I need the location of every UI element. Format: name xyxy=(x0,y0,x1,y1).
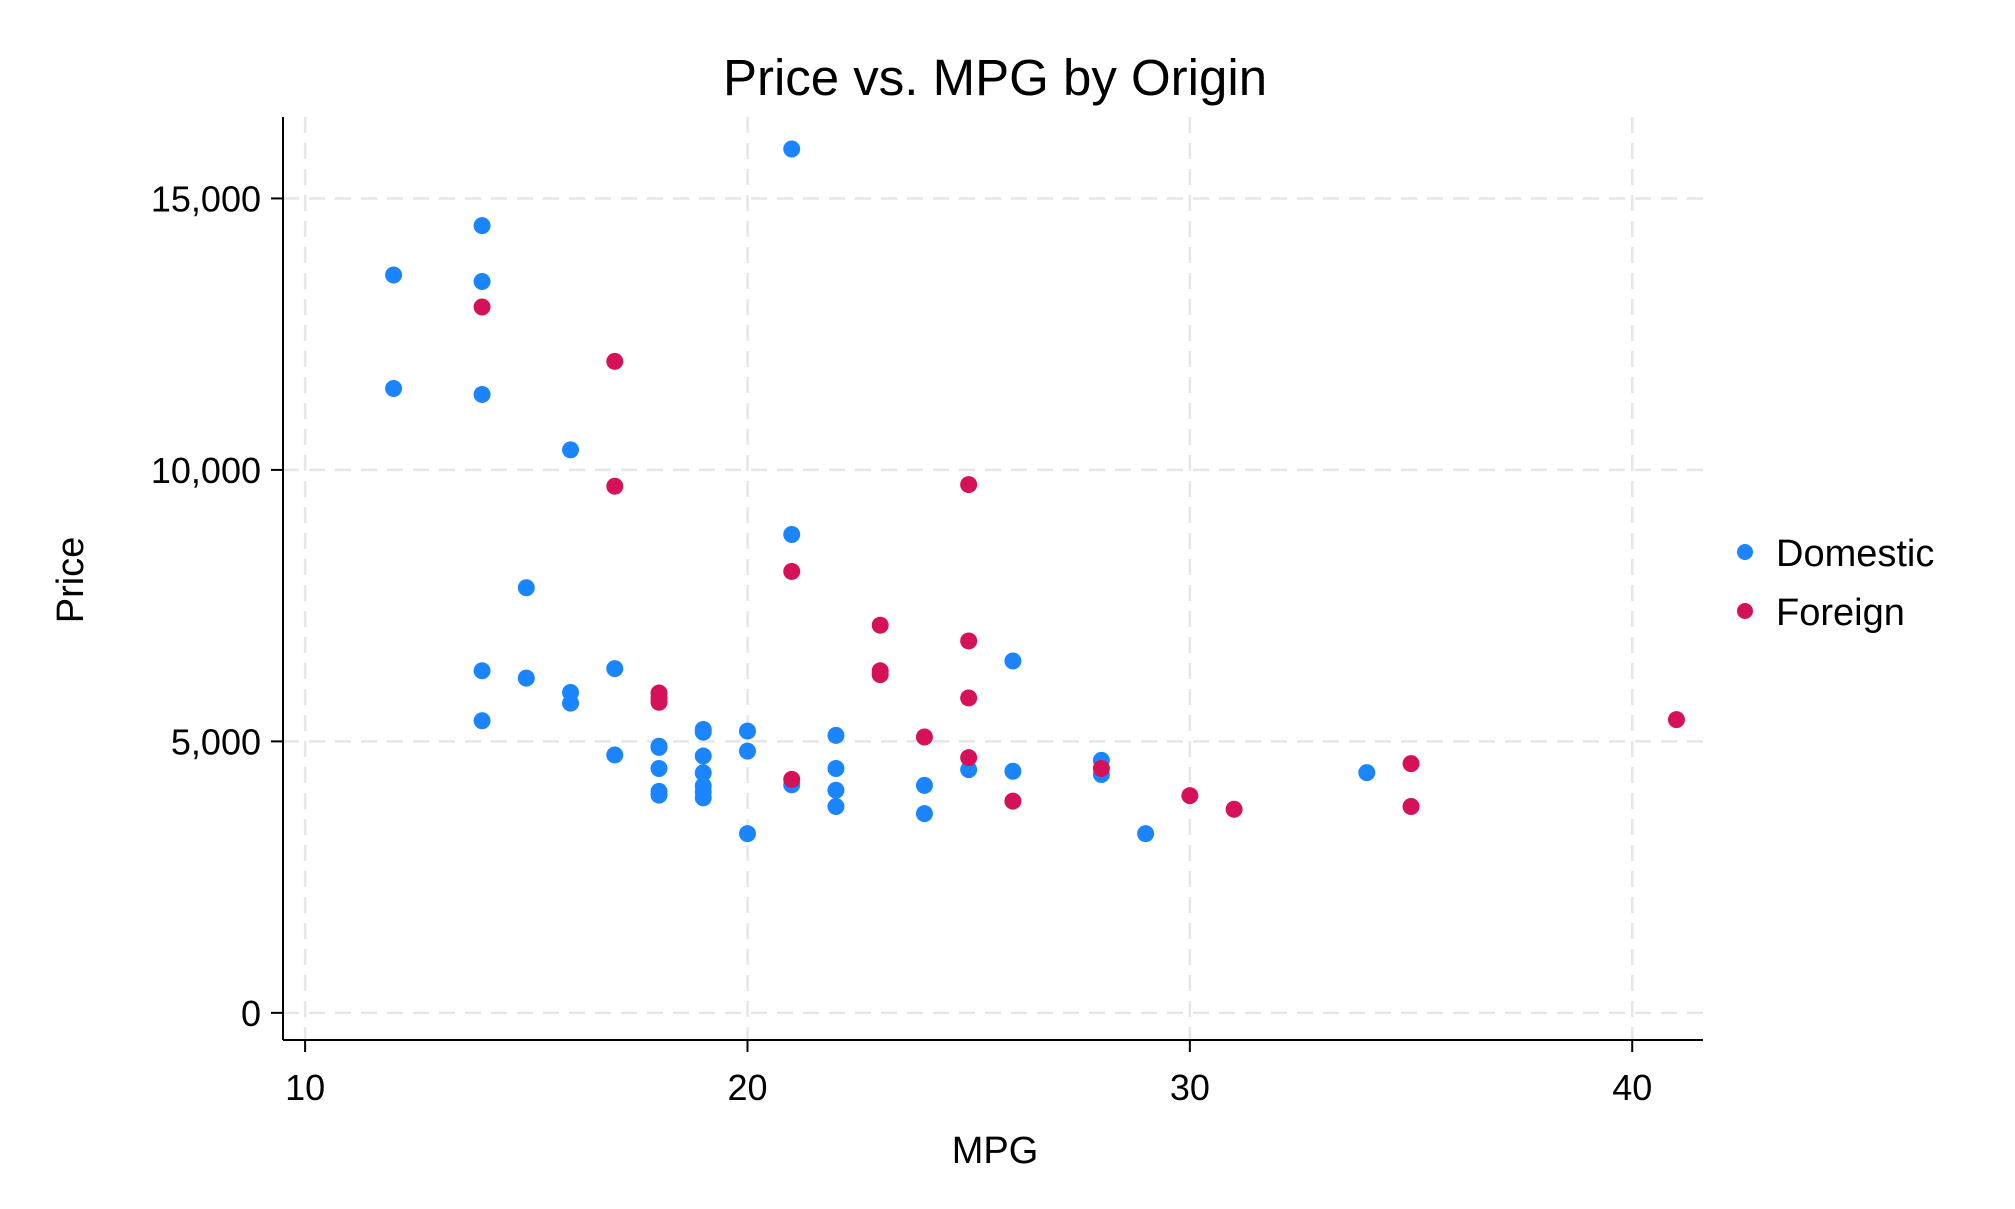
data-point-domestic xyxy=(517,669,535,687)
y-tick-label: 5,000 xyxy=(171,721,261,762)
data-point-domestic xyxy=(827,726,845,744)
data-points xyxy=(385,140,1685,843)
data-point-domestic xyxy=(517,579,535,597)
data-point-domestic xyxy=(650,738,668,756)
data-point-foreign xyxy=(871,616,889,634)
data-point-domestic xyxy=(1137,825,1155,843)
data-point-domestic xyxy=(960,761,978,779)
data-point-foreign xyxy=(1667,711,1685,729)
data-point-domestic xyxy=(915,776,933,794)
data-point-foreign xyxy=(473,298,491,316)
axis-ticks: 10 20 30 40 0 5,000 10,000 15,000 xyxy=(151,178,1652,1108)
data-point-domestic xyxy=(694,764,712,782)
gridlines xyxy=(283,117,1703,1040)
data-point-domestic xyxy=(783,526,801,544)
data-point-domestic xyxy=(1004,652,1022,670)
data-point-domestic xyxy=(738,742,756,760)
data-point-foreign xyxy=(783,562,801,580)
data-point-foreign xyxy=(960,749,978,767)
data-point-foreign xyxy=(650,693,668,711)
data-point-foreign xyxy=(1402,798,1420,816)
legend-label-domestic: Domestic xyxy=(1776,533,1934,575)
data-point-domestic xyxy=(827,760,845,778)
data-point-domestic xyxy=(385,379,403,397)
data-point-foreign xyxy=(960,476,978,494)
chart-title: Price vs. MPG by Origin xyxy=(723,49,1267,106)
data-point-domestic xyxy=(783,140,801,158)
data-point-foreign xyxy=(606,477,624,495)
data-point-foreign xyxy=(871,666,889,684)
legend: Domestic Foreign xyxy=(1737,533,1934,634)
data-point-domestic xyxy=(827,798,845,816)
y-tick-label: 10,000 xyxy=(151,450,261,491)
data-point-domestic xyxy=(562,694,580,712)
data-point-domestic xyxy=(385,266,403,284)
data-point-foreign xyxy=(1402,755,1420,773)
data-point-foreign xyxy=(783,770,801,788)
data-point-domestic xyxy=(738,722,756,740)
data-point-domestic xyxy=(915,805,933,823)
data-point-domestic xyxy=(562,441,580,459)
y-axis-title: Price xyxy=(50,537,92,624)
data-point-foreign xyxy=(1181,787,1199,805)
data-point-domestic xyxy=(606,746,624,764)
data-point-foreign xyxy=(1004,792,1022,810)
data-point-domestic xyxy=(473,217,491,235)
data-point-domestic xyxy=(1358,764,1376,782)
data-point-domestic xyxy=(694,789,712,807)
series-foreign xyxy=(473,298,1685,818)
data-point-domestic xyxy=(827,781,845,799)
legend-label-foreign: Foreign xyxy=(1776,592,1905,634)
data-point-domestic xyxy=(1004,762,1022,780)
x-tick-label: 20 xyxy=(727,1067,767,1108)
y-tick-label: 0 xyxy=(241,993,261,1034)
data-point-domestic xyxy=(694,747,712,765)
x-tick-label: 30 xyxy=(1170,1067,1210,1108)
data-point-foreign xyxy=(1092,760,1110,778)
legend-marker-foreign xyxy=(1737,603,1753,619)
legend-marker-domestic xyxy=(1737,544,1753,560)
x-tick-label: 10 xyxy=(285,1067,325,1108)
data-point-domestic xyxy=(650,760,668,778)
data-point-domestic xyxy=(606,660,624,678)
x-axis-title: MPG xyxy=(952,1130,1039,1172)
data-point-domestic xyxy=(473,712,491,730)
data-point-domestic xyxy=(473,662,491,680)
data-point-domestic xyxy=(650,786,668,804)
data-point-domestic xyxy=(473,385,491,403)
data-point-foreign xyxy=(960,632,978,650)
data-point-domestic xyxy=(738,825,756,843)
data-point-domestic xyxy=(473,273,491,291)
x-tick-label: 40 xyxy=(1612,1067,1652,1108)
data-point-foreign xyxy=(606,352,624,370)
data-point-foreign xyxy=(960,689,978,707)
y-tick-label: 15,000 xyxy=(151,178,261,219)
data-point-domestic xyxy=(694,723,712,741)
data-point-foreign xyxy=(915,728,933,746)
data-point-foreign xyxy=(1225,800,1243,818)
series-domestic xyxy=(385,140,1376,843)
